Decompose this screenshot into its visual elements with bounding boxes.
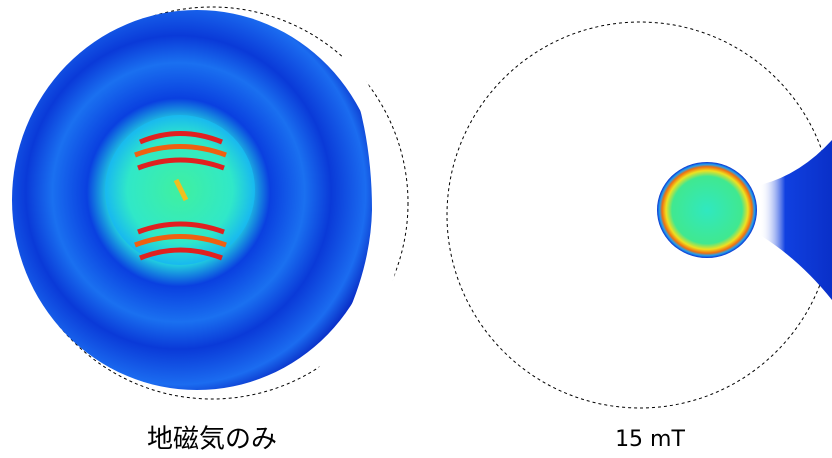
right-panel: 15 mT (447, 22, 832, 452)
figure: 地磁気のみ 15 mT (0, 0, 832, 458)
scatter-blob (760, 140, 832, 300)
left-panel: 地磁気のみ (12, 7, 408, 455)
beam-spot (657, 162, 757, 258)
panel-label: 地磁気のみ (147, 425, 277, 455)
panel-label: 15 mT (615, 427, 685, 452)
